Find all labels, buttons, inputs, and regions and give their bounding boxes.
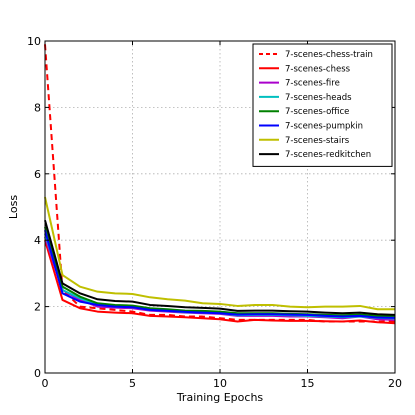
y-tick-label: 10 (27, 35, 41, 48)
series-line-7-scenes-chess (44, 239, 396, 325)
y-axis-label: Loss (7, 195, 20, 219)
series-line-7-scenes-pumpkin (44, 229, 396, 319)
legend-label: 7-scenes-stairs (285, 136, 350, 146)
x-tick-label: 10 (213, 377, 227, 390)
x-tick-label: 0 (42, 377, 49, 390)
y-tick-label: 6 (34, 168, 41, 181)
legend-label: 7-scenes-chess (285, 64, 351, 74)
legend-label: 7-scenes-chess-train (285, 50, 373, 60)
legend: 7-scenes-chess-train 7-scenes-chess 7-scen… (252, 43, 393, 167)
series-line-7-scenes-stairs (44, 196, 395, 311)
x-tick-label: 15 (301, 377, 315, 390)
y-tick-label: 8 (34, 101, 41, 114)
series-line-7-scenes-redkitchen (44, 220, 396, 316)
series-lines (44, 44, 396, 325)
x-axis-label: Training Epochs (176, 391, 264, 404)
x-tick-label: 20 (388, 377, 402, 390)
legend-label: 7-scenes-redkitchen (285, 150, 371, 160)
x-tick-label: 5 (129, 377, 136, 390)
legend-label: 7-scenes-pumpkin (285, 122, 363, 132)
series-line-7-scenes-office (44, 226, 396, 318)
legend-box (252, 43, 393, 167)
legend-label: 7-scenes-heads (285, 93, 352, 103)
y-tick-label: 2 (34, 301, 41, 314)
y-tick-label: 4 (34, 234, 41, 247)
legend-label: 7-scenes-office (285, 107, 349, 117)
tick-labels: 0 5 10 15 20 0 2 4 6 8 10 (27, 35, 402, 390)
legend-label: 7-scenes-fire (285, 79, 340, 89)
y-tick-label: 0 (34, 367, 41, 380)
